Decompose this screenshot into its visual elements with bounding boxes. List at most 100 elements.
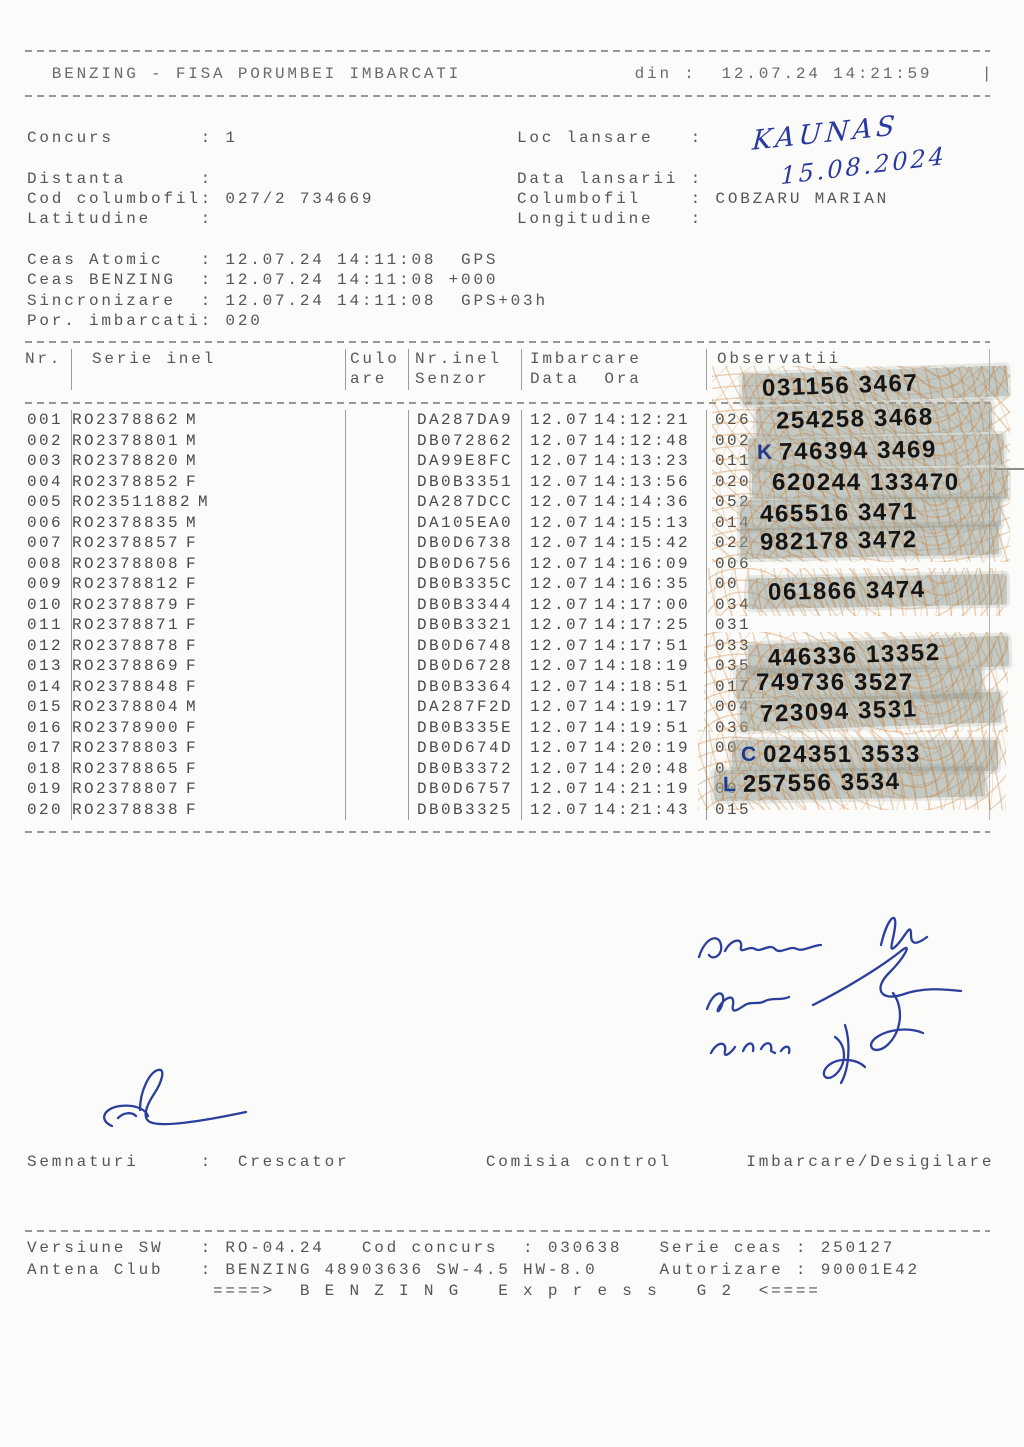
ring-year: 23 <box>96 513 121 532</box>
color-cell <box>346 430 409 451</box>
security-seal: C 024351 3533 <box>732 740 998 771</box>
pigeon-number: 001 <box>25 410 72 431</box>
signature-stroke <box>116 1112 138 1120</box>
boarding-datetime: 12.07 14:13:23 <box>522 451 707 472</box>
ring-country: RO <box>72 780 97 799</box>
table-row: 001 RO 23 78862 M DA287DA9 12.07 14:12:2… <box>25 410 990 431</box>
boarding-date: 12.07 <box>530 534 591 553</box>
ring-series: RO 23 511882 M <box>72 492 346 513</box>
boarding-datetime: 12.07 14:19:51 <box>522 717 707 738</box>
pigeon-sex: M <box>186 513 199 532</box>
boarding-time: 14:18:19 <box>594 657 691 676</box>
seal-mark: K <box>756 440 773 465</box>
boarding-datetime: 12.07 14:15:42 <box>522 533 707 554</box>
color-cell <box>346 553 409 574</box>
signature-stroke <box>705 992 791 1013</box>
seal-mark: L <box>722 772 737 797</box>
table-row: 008 RO 23 78808 F DB0D6756 12.07 14:16:0… <box>25 553 990 574</box>
sensor-ring-id: DB0B3364 <box>409 676 522 697</box>
sensor-ring-id: DB0B3372 <box>409 758 522 779</box>
table-row: 007 RO 23 78857 F DB0D6738 12.07 14:15:4… <box>25 533 990 554</box>
boarding-date: 12.07 <box>530 657 591 676</box>
observation-value: 006 <box>707 553 990 574</box>
security-seal: 254258 3468 <box>755 400 993 439</box>
ring-series: RO 23 78835 M <box>72 512 346 533</box>
ring-year: 23 <box>96 472 121 491</box>
ring-series: RO 23 78838 F <box>72 799 346 820</box>
divider <box>25 95 990 97</box>
ring-number: 78857 <box>120 534 181 553</box>
boarding-date: 12.07 <box>530 800 591 819</box>
pigeon-number: 014 <box>25 676 72 697</box>
boarding-date: 12.07 <box>530 452 591 471</box>
pigeon-number: 015 <box>25 697 72 718</box>
boarding-time: 14:21:19 <box>594 780 691 799</box>
boarding-date: 12.07 <box>530 780 591 799</box>
ring-year: 23 <box>96 493 121 512</box>
divider <box>25 341 990 343</box>
security-seal: 749736 3527 <box>736 668 982 699</box>
col-imbarcare: Imbarcare Data Ora <box>522 349 707 390</box>
ring-number: 78808 <box>120 554 181 573</box>
color-cell <box>346 615 409 636</box>
ring-country: RO <box>72 595 97 614</box>
ring-number: 78803 <box>120 739 181 758</box>
ring-number: 78807 <box>120 780 181 799</box>
boarding-date: 12.07 <box>530 636 591 655</box>
signature-stroke <box>869 991 925 1052</box>
scan-artifact-line <box>994 468 1024 470</box>
col-nr: Nr. <box>25 349 72 390</box>
table-row: 005 RO 23 511882 M DA287DCC 12.07 14:14:… <box>25 492 990 513</box>
boarding-date: 12.07 <box>530 718 591 737</box>
table-row: 013 RO 23 78869 F DB0D6728 12.07 14:18:1… <box>25 656 990 677</box>
boarding-table: Nr. Serie inel Culo are Nr.inel Senzor Imb… <box>25 341 990 399</box>
table-row: 010 RO 23 78879 F DB0B3344 12.07 14:17:0… <box>25 594 990 615</box>
pigeon-sex: M <box>186 452 199 471</box>
ring-country: RO <box>72 759 97 778</box>
ring-year: 23 <box>96 534 121 553</box>
boarding-time: 14:21:43 <box>594 800 691 819</box>
ring-series: RO 23 78865 F <box>72 758 346 779</box>
ring-country: RO <box>72 431 97 450</box>
ring-series: RO 23 78812 F <box>72 574 346 595</box>
security-seal: L 257556 3534 <box>713 765 986 802</box>
pigeon-sex: M <box>186 698 199 717</box>
sensor-ring-id: DA105EA0 <box>409 512 522 533</box>
color-cell <box>346 676 409 697</box>
ring-year: 23 <box>96 657 121 676</box>
sensor-ring-id: DB0D6738 <box>409 533 522 554</box>
seal-mark: C <box>741 743 757 766</box>
security-seal: 620244 133470 <box>752 468 1008 499</box>
pigeon-sex: F <box>186 677 199 696</box>
color-cell <box>346 594 409 615</box>
pigeon-sex: F <box>186 800 199 819</box>
color-cell <box>346 492 409 513</box>
observation-value: 017 <box>707 676 990 697</box>
ring-year: 23 <box>96 718 121 737</box>
ring-number: 78838 <box>120 800 181 819</box>
ring-series: RO 23 78871 F <box>72 615 346 636</box>
boarding-datetime: 12.07 14:16:35 <box>522 574 707 595</box>
signature-stroke <box>103 1068 248 1128</box>
color-cell <box>346 533 409 554</box>
boarding-date: 12.07 <box>530 493 591 512</box>
col-nr-inel-senzor: Nr.inel Senzor <box>409 349 522 390</box>
table-row: 014 RO 23 78848 F DB0B3364 12.07 14:18:5… <box>25 676 990 697</box>
ring-series: RO 23 78803 F <box>72 738 346 759</box>
pigeon-sex: F <box>186 780 199 799</box>
color-cell <box>346 738 409 759</box>
pigeon-number: 008 <box>25 553 72 574</box>
signature-stroke <box>709 1042 791 1056</box>
boarding-time: 14:12:21 <box>594 411 691 430</box>
pigeon-sex: M <box>198 493 211 512</box>
boarding-date: 12.07 <box>530 616 591 635</box>
pigeon-sex: F <box>186 616 199 635</box>
ring-year: 23 <box>96 800 121 819</box>
sensor-ring-id: DB0D6748 <box>409 635 522 656</box>
boarding-time: 14:17:00 <box>594 595 691 614</box>
ring-series: RO 23 78801 M <box>72 430 346 451</box>
pigeon-sex: F <box>186 575 199 594</box>
observation-value: 015 <box>707 799 990 820</box>
info-right-block: Loc lansare : Data lansarii : Columbofil… <box>517 129 890 229</box>
